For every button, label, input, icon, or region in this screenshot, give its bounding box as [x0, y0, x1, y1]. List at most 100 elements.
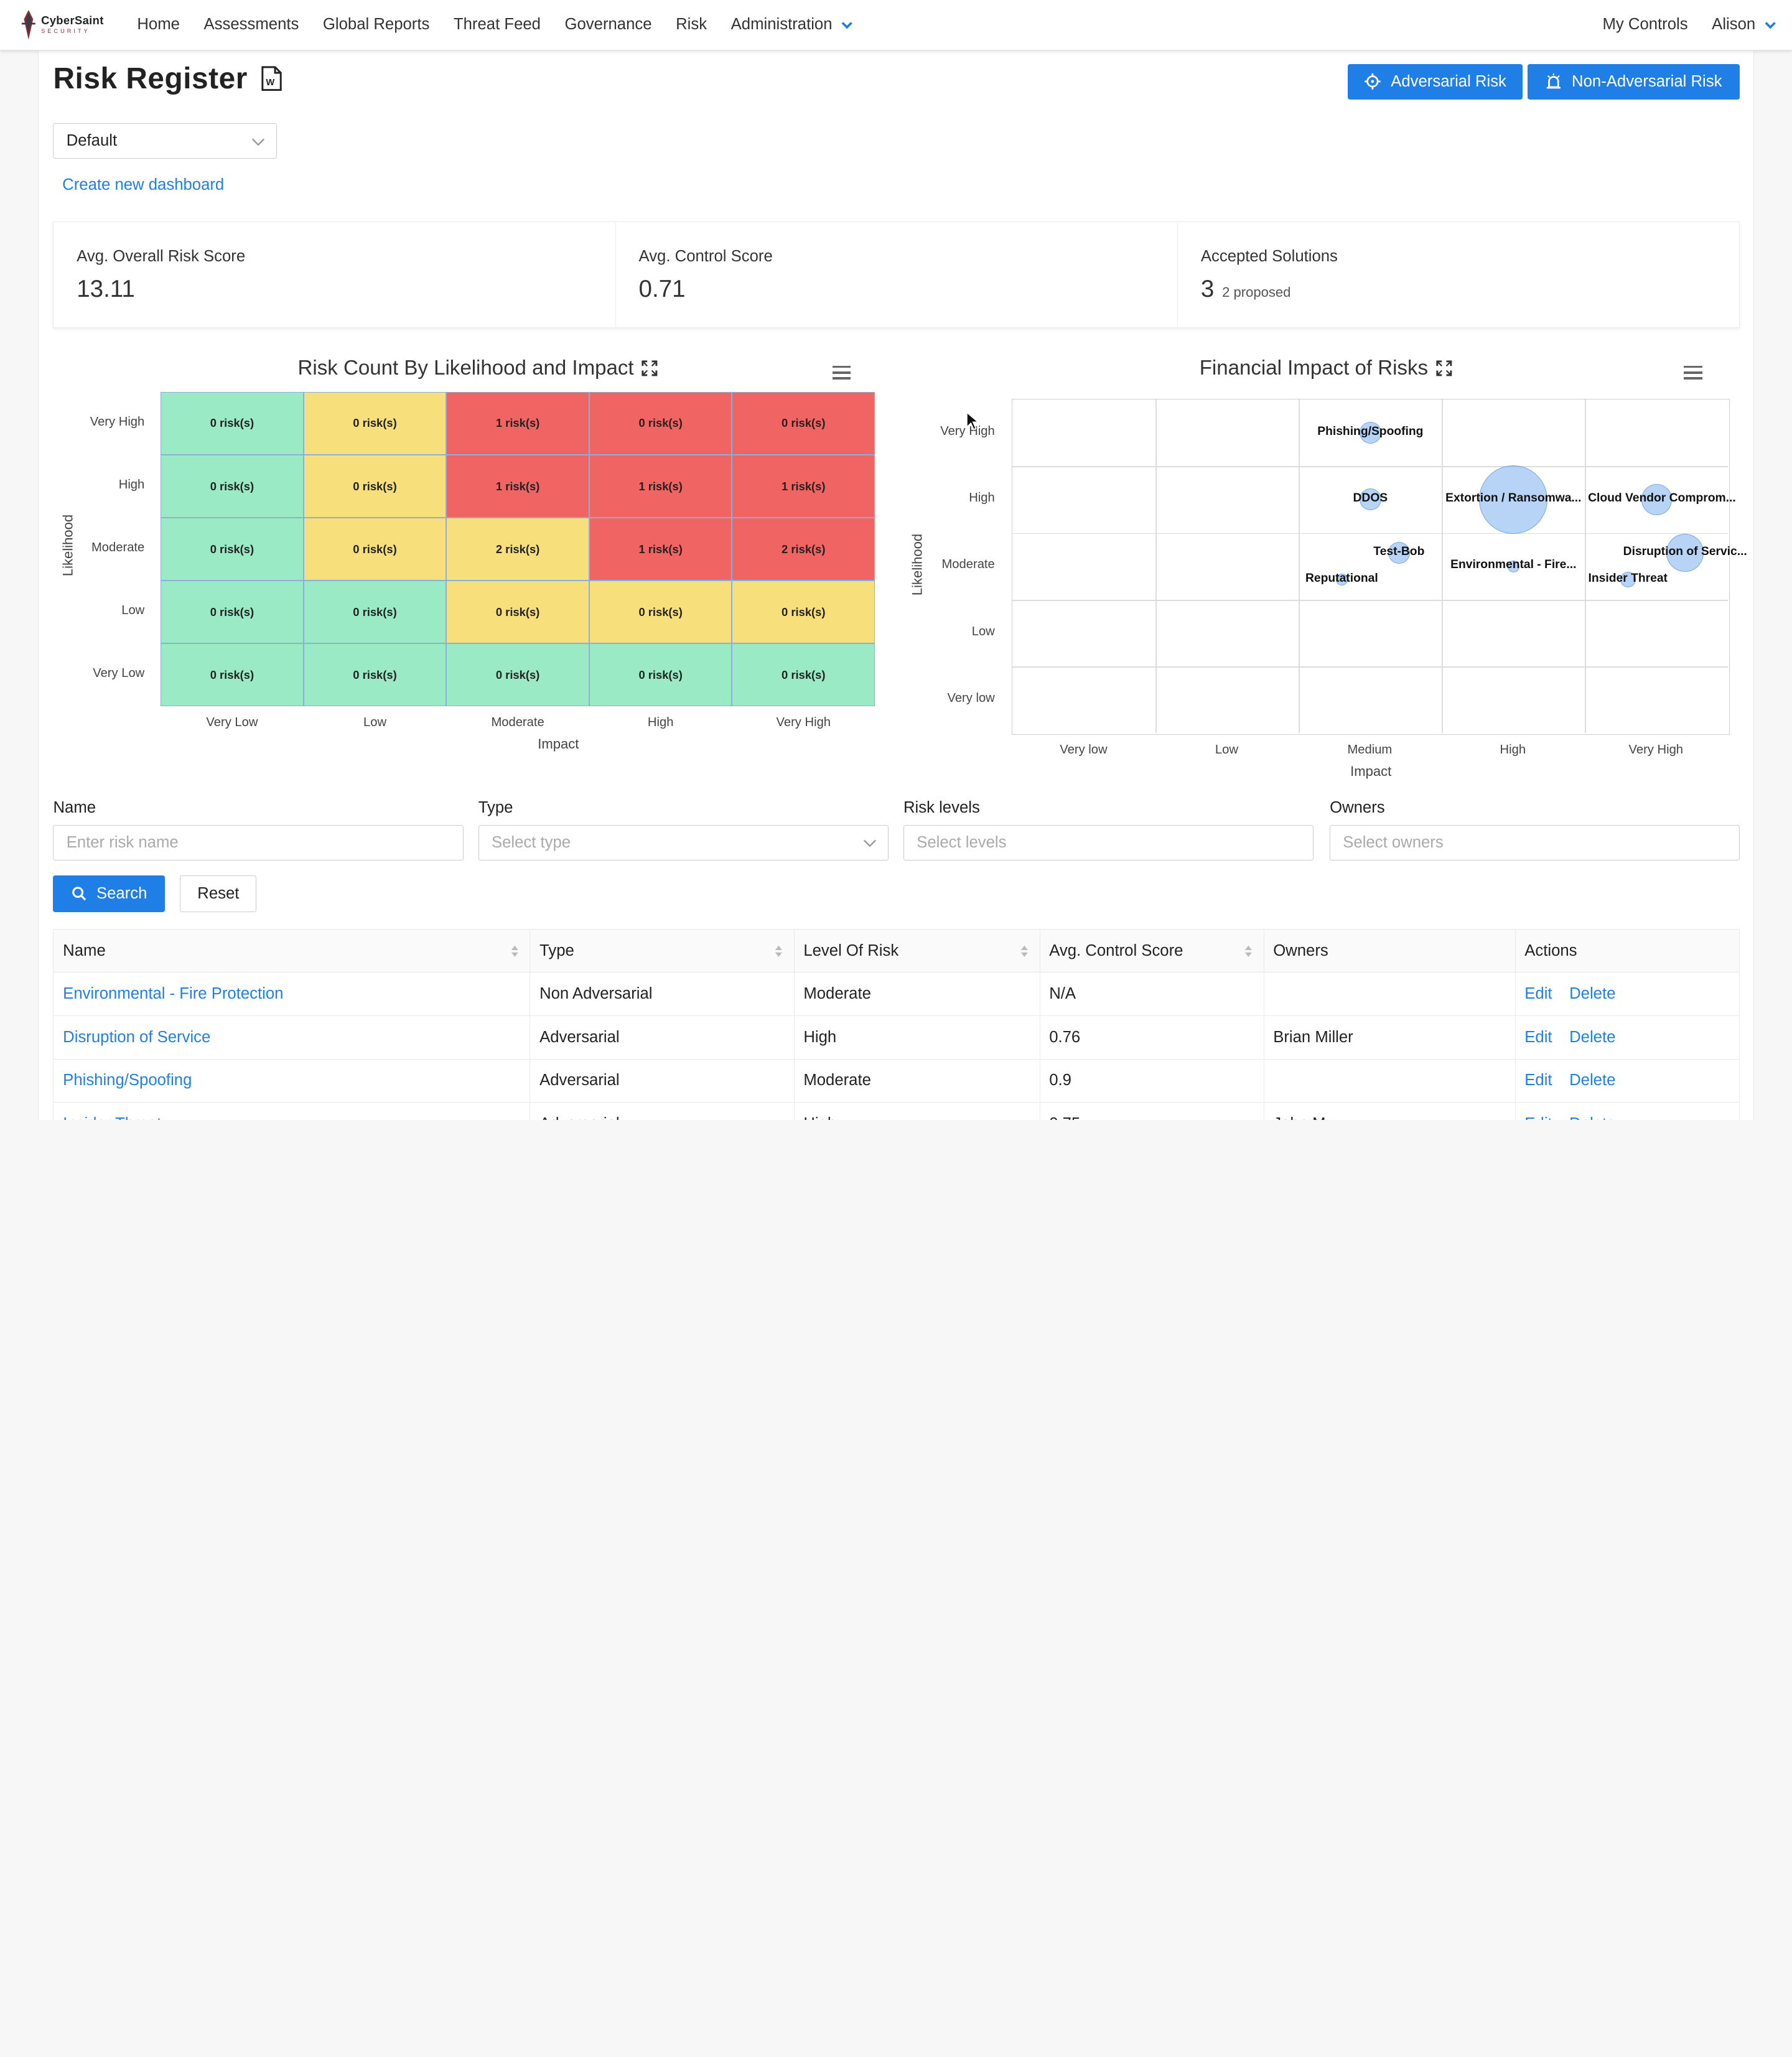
heatmap-cell[interactable]: 0 risk(s) — [161, 643, 304, 707]
cell-text: High — [803, 1115, 836, 1120]
heatmap-title-text: Risk Count By Likelihood and Impact — [297, 357, 634, 380]
nav-threat-feed[interactable]: Threat Feed — [453, 16, 541, 34]
bubble-menu-icon[interactable] — [1684, 365, 1702, 380]
bubble-point[interactable] — [1359, 422, 1381, 444]
nav-assessments[interactable]: Assessments — [203, 16, 299, 34]
chevron-down-icon — [841, 21, 853, 29]
heatmap-cell[interactable]: 1 risk(s) — [732, 455, 875, 518]
heatmap-cell[interactable]: 2 risk(s) — [732, 518, 875, 581]
heatmap-y-tick: High — [118, 477, 145, 492]
nav-administration-label: Administration — [730, 16, 833, 34]
search-button[interactable]: Search — [53, 875, 166, 912]
heatmap-cell[interactable]: 0 risk(s) — [589, 581, 732, 644]
heatmap-cell[interactable]: 0 risk(s) — [732, 581, 875, 644]
bubble-point[interactable] — [1359, 488, 1381, 511]
bubble-x-tick: Medium — [1347, 742, 1393, 757]
bubble-label: Disruption of Servic... — [1623, 544, 1747, 558]
heatmap-cell[interactable]: 0 risk(s) — [446, 643, 589, 707]
bubble-point[interactable] — [1620, 572, 1636, 587]
edit-link[interactable]: Edit — [1524, 1028, 1552, 1046]
cell-actions: Edit Delete — [1516, 973, 1738, 1015]
levels-filter-select[interactable]: Select levels — [903, 825, 1314, 861]
col-type[interactable]: Type — [530, 930, 795, 973]
name-filter-input[interactable]: Enter risk name — [53, 825, 464, 861]
heatmap-menu-icon[interactable] — [833, 365, 851, 380]
risk-name-link[interactable]: Environmental - Fire Protection — [63, 984, 284, 1002]
heatmap-cell[interactable]: 1 risk(s) — [589, 455, 732, 518]
nav-global-reports[interactable]: Global Reports — [322, 16, 430, 34]
chevron-down-icon — [863, 840, 876, 847]
delete-link[interactable]: Delete — [1569, 1115, 1615, 1120]
bubble-point[interactable] — [1641, 484, 1672, 515]
edit-link[interactable]: Edit — [1524, 1071, 1552, 1089]
target-icon — [1365, 73, 1381, 90]
reset-button[interactable]: Reset — [180, 875, 257, 912]
heatmap-cell[interactable]: 0 risk(s) — [161, 391, 304, 455]
logo[interactable]: CyberSaint SECURITY — [21, 10, 126, 40]
bubble-label: Phishing/Spoofing — [1317, 424, 1424, 438]
heatmap-cell[interactable]: 1 risk(s) — [446, 391, 589, 455]
heatmap-cell[interactable]: 0 risk(s) — [589, 643, 732, 707]
heatmap-cell[interactable]: 0 risk(s) — [303, 455, 447, 518]
edit-link[interactable]: Edit — [1524, 984, 1552, 1002]
bubble-point[interactable] — [1479, 465, 1548, 534]
heatmap-cell[interactable]: 0 risk(s) — [161, 518, 304, 581]
create-dashboard-link[interactable]: Create new dashboard — [62, 175, 225, 194]
cell-owners — [1264, 973, 1516, 1015]
heatmap-cell[interactable]: 0 risk(s) — [303, 643, 447, 707]
cell-level: High — [795, 1103, 1040, 1120]
heatmap-cell[interactable]: 1 risk(s) — [589, 518, 732, 581]
bubble-label: Extortion / Ransomwa... — [1445, 492, 1582, 505]
user-menu[interactable]: Alison — [1712, 16, 1776, 34]
heatmap-cell[interactable]: 2 risk(s) — [446, 518, 589, 581]
adversarial-risk-button[interactable]: Adversarial Risk — [1348, 63, 1523, 100]
delete-link[interactable]: Delete — [1569, 1028, 1616, 1046]
delete-link[interactable]: Delete — [1569, 984, 1616, 1002]
table-row: Disruption of Service Adversarial High 0.76… — [53, 1015, 1740, 1060]
risk-name-link[interactable]: Phishing/Spoofing — [63, 1071, 192, 1089]
bubble-title-text: Financial Impact of Risks — [1199, 357, 1428, 380]
nav-governance[interactable]: Governance — [564, 16, 652, 34]
sort-icon — [775, 945, 783, 958]
nav-risk[interactable]: Risk — [676, 16, 707, 34]
word-export-icon[interactable]: W — [261, 66, 282, 91]
non-adversarial-risk-button[interactable]: Non-Adversarial Risk — [1527, 63, 1740, 100]
type-filter-select[interactable]: Select type — [478, 825, 889, 861]
stat-control-score: Avg. Control Score 0.71 — [616, 222, 1178, 328]
bubble-point[interactable] — [1507, 560, 1519, 572]
col-level[interactable]: Level Of Risk — [795, 930, 1040, 973]
edit-link[interactable]: Edit — [1524, 1115, 1552, 1120]
heatmap-cell[interactable]: 0 risk(s) — [446, 581, 589, 644]
nav-administration[interactable]: Administration — [731, 16, 853, 34]
heatmap-cell[interactable]: 0 risk(s) — [303, 581, 447, 644]
heatmap-cell[interactable]: 0 risk(s) — [732, 643, 875, 707]
col-name[interactable]: Name — [54, 930, 531, 973]
cell-type: Adversarial — [530, 1103, 795, 1120]
heatmap-cell[interactable]: 0 risk(s) — [161, 581, 304, 644]
dashboard-select[interactable]: Default — [53, 123, 278, 159]
risk-name-link[interactable]: Insider Threat — [63, 1115, 161, 1120]
bubble-point[interactable] — [1335, 574, 1348, 586]
stat-accepted-solutions: Accepted Solutions 3 2 proposed — [1178, 222, 1739, 327]
stat-overall-risk: Avg. Overall Risk Score 13.11 — [54, 222, 616, 328]
expand-icon[interactable] — [642, 360, 658, 376]
heatmap-cell[interactable]: 0 risk(s) — [589, 391, 732, 455]
heatmap-x-tick: High — [647, 715, 674, 729]
nav-my-controls[interactable]: My Controls — [1602, 16, 1688, 34]
nav-home[interactable]: Home — [137, 16, 180, 34]
risk-name-link[interactable]: Disruption of Service — [63, 1028, 211, 1046]
heatmap-cell[interactable]: 1 risk(s) — [446, 455, 589, 518]
heatmap-cell[interactable]: 0 risk(s) — [303, 391, 447, 455]
col-score[interactable]: Avg. Control Score — [1040, 930, 1264, 973]
delete-link[interactable]: Delete — [1569, 1071, 1616, 1089]
heatmap-cell[interactable]: 0 risk(s) — [303, 518, 447, 581]
heatmap-cell[interactable]: 0 risk(s) — [161, 455, 304, 518]
bubble-ylabel: Likelihood — [909, 533, 925, 595]
bubble-x-tick: Very High — [1628, 742, 1684, 757]
expand-icon[interactable] — [1436, 360, 1452, 376]
owners-filter-select[interactable]: Select owners — [1330, 825, 1740, 861]
heatmap-cell[interactable]: 0 risk(s) — [732, 391, 875, 455]
bubble-point[interactable] — [1666, 534, 1704, 572]
bubble-point[interactable] — [1388, 542, 1410, 564]
chevron-down-icon — [252, 138, 265, 146]
